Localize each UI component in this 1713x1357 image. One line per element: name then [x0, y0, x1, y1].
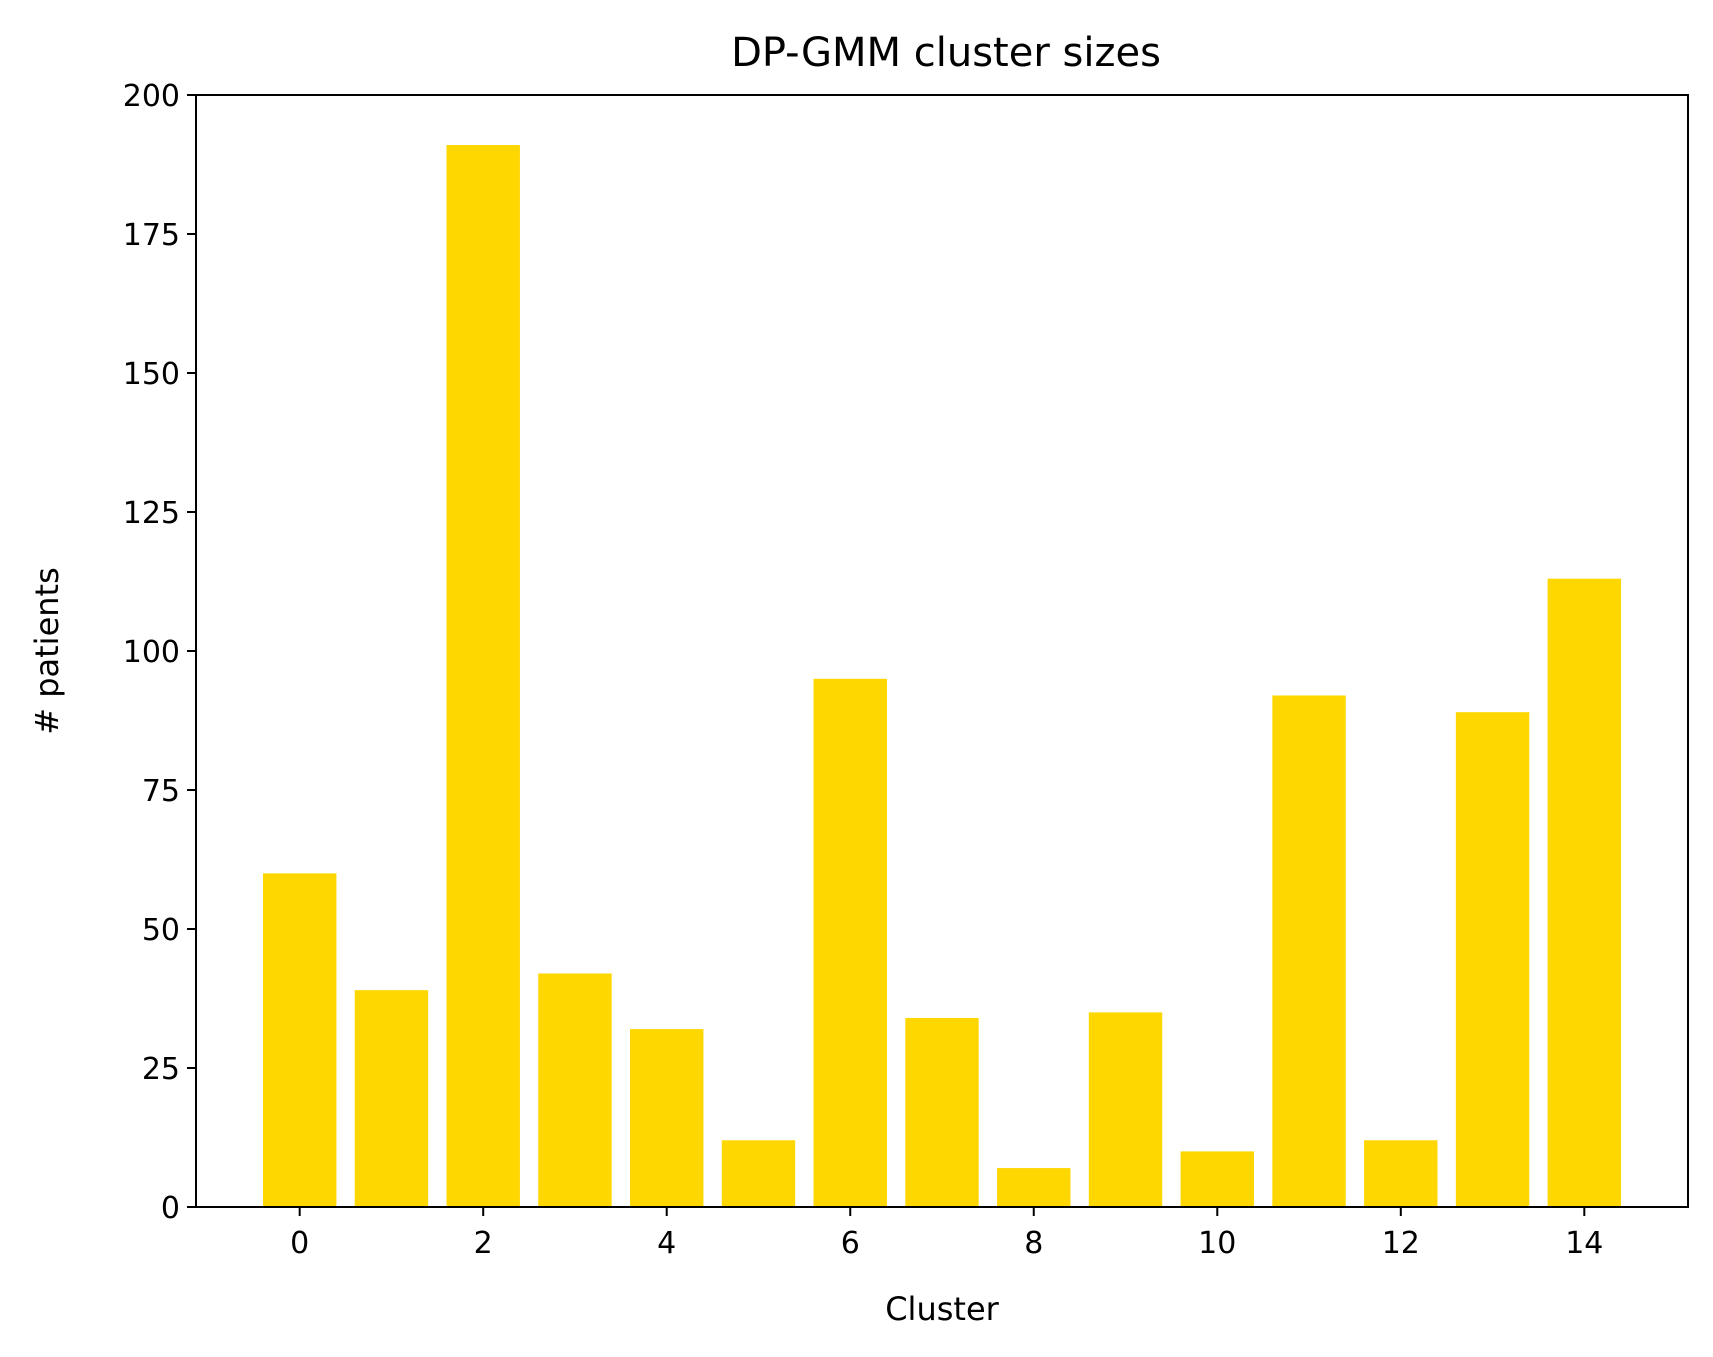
x-tick-label: 12	[1382, 1226, 1420, 1261]
x-tick-label: 8	[1024, 1226, 1043, 1261]
bar-cluster-8	[997, 1168, 1071, 1207]
x-tick-label: 2	[474, 1226, 493, 1261]
x-tick-label: 4	[657, 1226, 676, 1261]
x-tick-label: 6	[841, 1226, 860, 1261]
bar-cluster-1	[354, 990, 429, 1207]
bar-cluster-14	[1547, 578, 1622, 1207]
y-axis: 0 25 50 75 100 125 150 175 200	[123, 79, 196, 1226]
bar-cluster-9	[1088, 1012, 1163, 1207]
x-tick-label: 14	[1565, 1226, 1603, 1261]
y-tick-label: 25	[142, 1052, 180, 1087]
bar-cluster-2	[446, 145, 520, 1207]
bar-cluster-5	[721, 1140, 796, 1207]
x-axis: 0 2 4 6 8 10 12 14	[290, 1207, 1603, 1261]
bar-cluster-7	[905, 1017, 979, 1207]
y-tick-label: 75	[142, 774, 180, 809]
y-tick-label: 50	[142, 913, 180, 948]
y-axis-label: # patients	[28, 567, 66, 735]
bars-group	[262, 145, 1622, 1207]
bar-cluster-12	[1364, 1140, 1438, 1207]
bar-cluster-3	[538, 973, 612, 1207]
y-tick-label: 200	[123, 79, 180, 114]
bar-cluster-0	[262, 873, 337, 1207]
y-tick-label: 150	[123, 357, 180, 392]
y-tick-label: 0	[161, 1191, 180, 1226]
bar-cluster-4	[630, 1029, 704, 1207]
x-axis-label: Cluster	[885, 1290, 999, 1328]
x-tick-label: 0	[290, 1226, 309, 1261]
chart-title: DP-GMM cluster sizes	[731, 30, 1161, 76]
bar-cluster-11	[1272, 695, 1346, 1207]
y-tick-label: 125	[123, 496, 180, 531]
bar-cluster-10	[1180, 1151, 1254, 1207]
y-tick-label: 100	[123, 635, 180, 670]
y-tick-label: 175	[123, 218, 180, 253]
bar-cluster-6	[813, 678, 887, 1207]
x-tick-label: 10	[1198, 1226, 1236, 1261]
bar-cluster-13	[1455, 712, 1530, 1207]
